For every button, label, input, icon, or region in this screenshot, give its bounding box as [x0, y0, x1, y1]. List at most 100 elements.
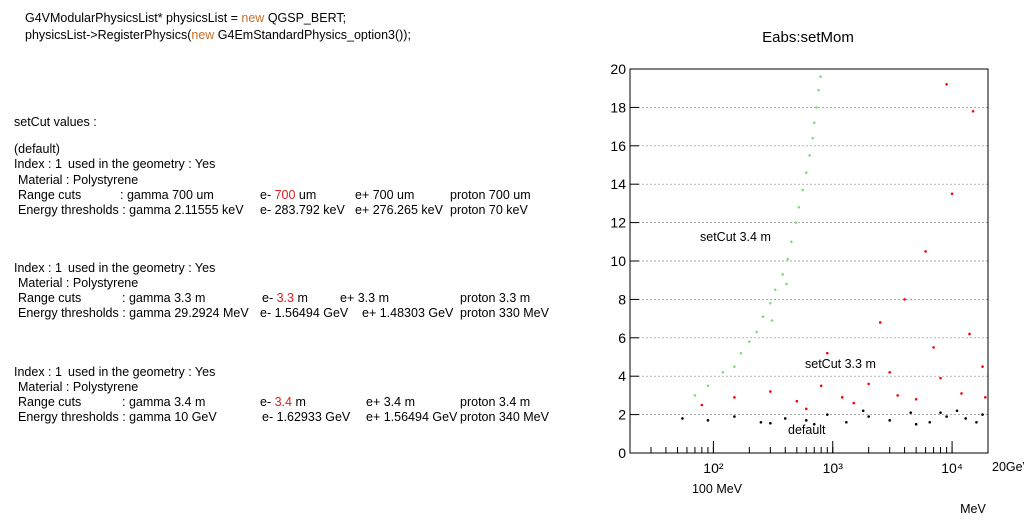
annotation: MeV	[960, 502, 986, 516]
doc-text: 700	[275, 188, 296, 202]
doc-text: (default)	[14, 142, 60, 156]
scatter-point	[773, 288, 777, 292]
doc-line: e- 700 um	[260, 188, 316, 202]
scatter-point	[804, 419, 808, 422]
scatter-point	[840, 396, 844, 399]
scatter-point	[811, 136, 815, 140]
doc-text: proton 3.3 m	[460, 291, 530, 305]
scatter-point	[815, 106, 818, 109]
doc-line: physicsList->RegisterPhysics(new G4EmSta…	[25, 28, 411, 42]
doc-line: proton 70 keV	[450, 203, 528, 217]
scatter-point	[825, 413, 829, 416]
doc-text: e-	[260, 395, 275, 409]
doc-line: e+ 700 um	[355, 188, 414, 202]
doc-line: (default)	[14, 142, 60, 156]
scatter-point	[878, 321, 882, 324]
scatter-point	[706, 384, 710, 388]
doc-line: Energy thresholds : gamma 29.2924 MeV	[18, 306, 249, 320]
doc-text: proton 70 keV	[450, 203, 528, 217]
doc-line: proton 330 MeV	[460, 306, 550, 320]
doc-text: proton 330 MeV	[460, 306, 550, 320]
doc-text: setCut values :	[14, 115, 97, 129]
doc-line: Material : Polystyrene	[18, 173, 138, 187]
doc-line: e- 3.4 m	[260, 395, 306, 409]
doc-text: e+ 276.265 keV	[355, 203, 444, 217]
scatter-point	[733, 365, 736, 368]
doc-text: Range cuts	[18, 395, 81, 409]
doc-line: e- 1.56494 GeV	[260, 306, 349, 320]
scatter-point	[939, 411, 942, 414]
scatter-point	[939, 376, 942, 380]
doc-line: e+ 3.3 m	[340, 291, 389, 305]
doc-line: e- 3.3 m	[262, 291, 308, 305]
doc-line: used in the geometry : Yes	[68, 157, 215, 171]
y-tick-label: 6	[618, 330, 626, 346]
doc-line: proton 700 um	[450, 188, 531, 202]
doc-text: um	[295, 188, 316, 202]
y-tick-label: 12	[610, 215, 626, 231]
scatter-point	[681, 417, 684, 420]
doc-text: e-	[260, 188, 275, 202]
doc-text: Range cuts	[18, 291, 81, 305]
doc-text: e- 1.62933 GeV	[262, 410, 351, 424]
y-tick-label: 4	[618, 368, 626, 384]
series-label: default	[788, 423, 826, 437]
doc-line: Material : Polystyrene	[18, 276, 138, 290]
doc-line: : gamma 3.4 m	[122, 395, 205, 409]
y-tick-label: 14	[610, 176, 626, 192]
scatter-point	[761, 315, 765, 318]
scatter-point	[769, 301, 772, 305]
doc-text: m	[294, 291, 308, 305]
scatter-point	[819, 384, 823, 388]
scatter-point	[759, 420, 763, 424]
doc-line: Range cuts	[18, 291, 81, 305]
doc-line: Index : 1	[14, 157, 62, 171]
scatter-point	[888, 371, 891, 374]
doc-text: Energy thresholds : gamma 10 GeV	[18, 410, 217, 424]
doc-line: Energy thresholds : gamma 10 GeV	[18, 410, 217, 424]
doc-line: used in the geometry : Yes	[68, 261, 215, 275]
series-label: setCut 3.3 m	[805, 357, 876, 371]
doc-text: e- 283.792 keV	[260, 203, 345, 217]
scatter-point	[955, 409, 959, 413]
doc-text: e+ 1.48303 GeV	[362, 306, 454, 320]
scatter-point	[964, 417, 967, 420]
scatter-point	[808, 154, 811, 157]
doc-text: e+ 1.56494 GeV	[366, 410, 458, 424]
plot-frame	[629, 68, 989, 454]
doc-text: Index : 1	[14, 157, 62, 171]
doc-text: physicsList->RegisterPhysics(	[25, 28, 192, 42]
scatter-point	[819, 75, 822, 78]
doc-line: Range cuts	[18, 188, 81, 202]
scatter-point	[960, 392, 963, 395]
scatter-point	[945, 83, 948, 86]
scatter-point	[975, 420, 978, 424]
doc-text: e- 1.56494 GeV	[260, 306, 349, 320]
scatter-point	[950, 192, 954, 196]
doc-line: proton 3.4 m	[460, 395, 530, 409]
scatter-point	[812, 422, 816, 426]
doc-text: proton 3.4 m	[460, 395, 530, 409]
x-tick-label: 10⁴	[941, 460, 963, 476]
scatter-point	[971, 109, 975, 113]
scatter-point	[867, 382, 870, 386]
scatter-point	[797, 205, 801, 209]
doc-text: new	[241, 11, 265, 25]
doc-text: : gamma 3.4 m	[122, 395, 205, 409]
doc-text: used in the geometry : Yes	[68, 261, 215, 275]
doc-line: setCut values :	[14, 115, 97, 129]
scatter-point	[867, 415, 870, 418]
doc-text: e+ 700 um	[355, 188, 414, 202]
scatter-point	[981, 365, 984, 368]
scatter-point	[804, 171, 808, 174]
scatter-point	[945, 415, 948, 418]
doc-text: Material : Polystyrene	[18, 276, 138, 290]
doc-text: QGSP_BERT;	[264, 11, 346, 25]
doc-line: Energy thresholds : gamma 2.11555 keV	[18, 203, 244, 217]
scatter-point	[790, 240, 793, 244]
doc-text: Range cuts	[18, 188, 81, 202]
scatter-point	[783, 417, 787, 420]
doc-text: proton 700 um	[450, 188, 531, 202]
